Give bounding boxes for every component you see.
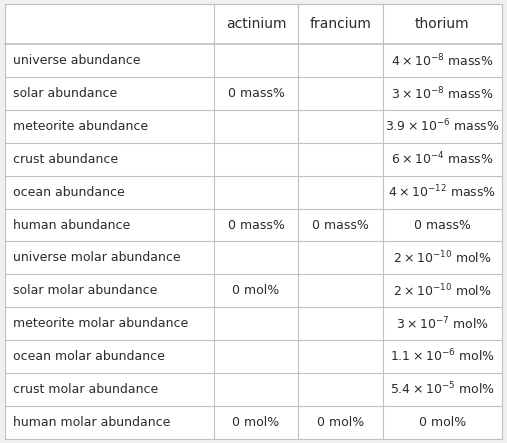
Text: crust abundance: crust abundance: [13, 153, 118, 166]
Text: ocean abundance: ocean abundance: [13, 186, 124, 198]
Text: $1.1\times10^{-6}$ mol%: $1.1\times10^{-6}$ mol%: [390, 348, 495, 365]
Text: 0 mol%: 0 mol%: [419, 416, 466, 429]
Text: universe abundance: universe abundance: [13, 54, 140, 67]
Text: $4\times10^{-8}$ mass%: $4\times10^{-8}$ mass%: [391, 52, 494, 69]
Text: thorium: thorium: [415, 17, 469, 31]
Text: 0 mass%: 0 mass%: [312, 218, 369, 232]
Text: francium: francium: [309, 17, 372, 31]
Text: $5.4\times10^{-5}$ mol%: $5.4\times10^{-5}$ mol%: [390, 381, 495, 397]
Text: $2\times10^{-10}$ mol%: $2\times10^{-10}$ mol%: [393, 249, 492, 266]
Text: crust molar abundance: crust molar abundance: [13, 383, 158, 396]
Text: human molar abundance: human molar abundance: [13, 416, 170, 429]
Text: human abundance: human abundance: [13, 218, 130, 232]
Text: $3\times10^{-8}$ mass%: $3\times10^{-8}$ mass%: [391, 85, 494, 102]
Text: universe molar abundance: universe molar abundance: [13, 251, 180, 264]
Text: $4\times10^{-12}$ mass%: $4\times10^{-12}$ mass%: [388, 184, 496, 200]
Text: $3\times10^{-7}$ mol%: $3\times10^{-7}$ mol%: [396, 315, 489, 332]
Text: 0 mass%: 0 mass%: [414, 218, 470, 232]
Text: ocean molar abundance: ocean molar abundance: [13, 350, 165, 363]
Text: $2\times10^{-10}$ mol%: $2\times10^{-10}$ mol%: [393, 283, 492, 299]
Text: $6\times10^{-4}$ mass%: $6\times10^{-4}$ mass%: [391, 151, 494, 167]
Text: 0 mol%: 0 mol%: [317, 416, 364, 429]
Text: 0 mass%: 0 mass%: [228, 218, 284, 232]
Text: $3.9\times10^{-6}$ mass%: $3.9\times10^{-6}$ mass%: [385, 118, 499, 135]
Text: actinium: actinium: [226, 17, 286, 31]
Text: 0 mol%: 0 mol%: [232, 416, 279, 429]
Text: meteorite molar abundance: meteorite molar abundance: [13, 317, 188, 330]
Text: 0 mass%: 0 mass%: [228, 87, 284, 100]
Text: solar abundance: solar abundance: [13, 87, 117, 100]
Text: meteorite abundance: meteorite abundance: [13, 120, 148, 133]
Text: 0 mol%: 0 mol%: [232, 284, 279, 297]
Text: solar molar abundance: solar molar abundance: [13, 284, 157, 297]
